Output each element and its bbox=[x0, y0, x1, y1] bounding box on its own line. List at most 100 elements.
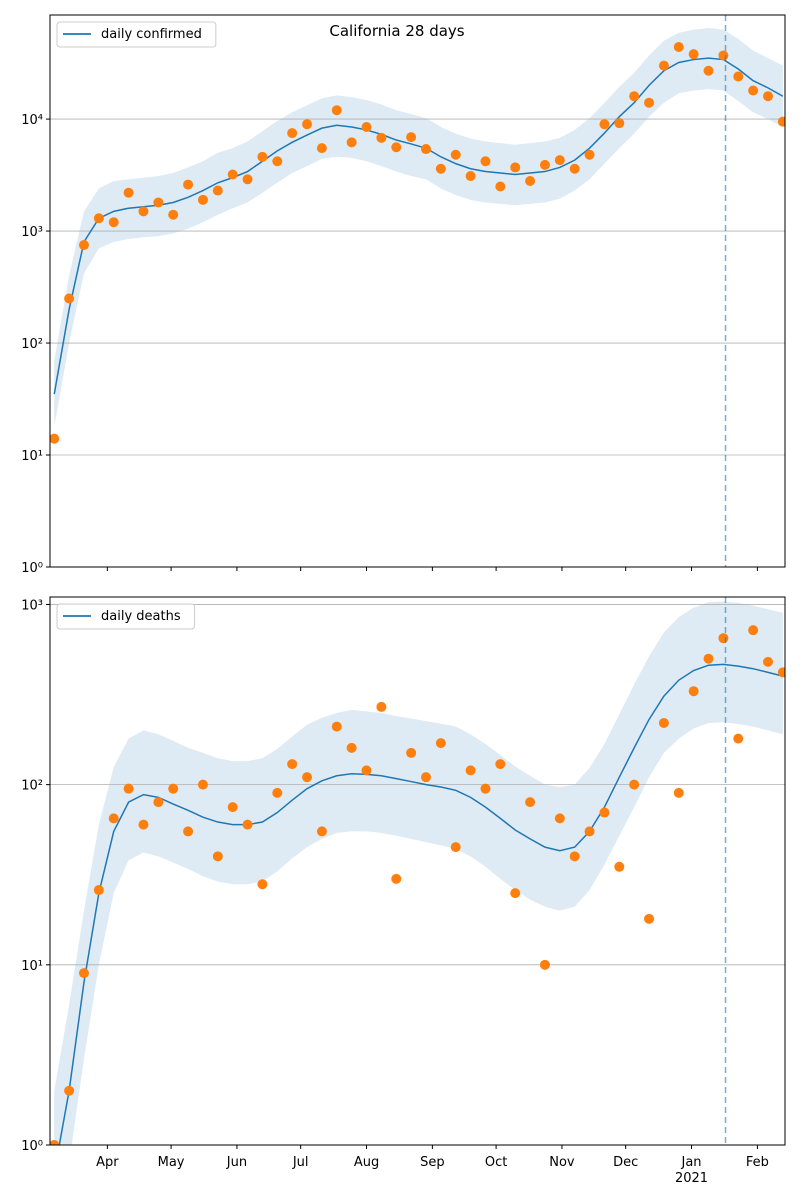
data-point bbox=[183, 826, 194, 837]
data-point bbox=[614, 861, 625, 872]
data-point bbox=[242, 819, 253, 830]
model-line bbox=[58, 663, 784, 1145]
data-point bbox=[197, 194, 208, 205]
data-point bbox=[361, 121, 372, 132]
data-point bbox=[242, 174, 253, 185]
data-point bbox=[153, 197, 164, 208]
chart-title: California 28 days bbox=[329, 22, 464, 40]
data-point bbox=[733, 71, 744, 82]
y-tick-label: 10² bbox=[21, 779, 43, 794]
data-point bbox=[703, 65, 714, 76]
data-point bbox=[644, 913, 655, 924]
y-tick-label: 10⁰ bbox=[21, 1139, 43, 1154]
x-tick-label: Jan bbox=[681, 1155, 702, 1170]
legend-box bbox=[56, 21, 217, 48]
data-point bbox=[733, 733, 744, 744]
data-point bbox=[93, 885, 104, 896]
axes-frame bbox=[49, 14, 786, 568]
x-tick-label: Sep bbox=[420, 1155, 445, 1170]
data-point bbox=[465, 171, 476, 182]
data-point bbox=[406, 747, 417, 758]
x-tick-label: Oct bbox=[485, 1155, 507, 1170]
data-point bbox=[257, 879, 268, 890]
data-point bbox=[599, 119, 610, 130]
data-point bbox=[539, 159, 550, 170]
data-point bbox=[495, 759, 506, 770]
data-point bbox=[331, 721, 342, 732]
data-point bbox=[748, 85, 759, 96]
data-point bbox=[50, 1140, 60, 1145]
data-point bbox=[50, 433, 60, 444]
x-tick-label: May bbox=[158, 1155, 185, 1170]
x-tick-label: Nov bbox=[549, 1155, 575, 1170]
data-point bbox=[584, 149, 595, 160]
data-point bbox=[465, 765, 476, 776]
data-point bbox=[718, 50, 729, 61]
data-point bbox=[78, 240, 89, 251]
data-point bbox=[168, 209, 179, 220]
model-line bbox=[53, 57, 784, 395]
data-point bbox=[763, 91, 774, 102]
data-point bbox=[718, 633, 729, 644]
x-year-label: 2021 bbox=[675, 1171, 708, 1186]
data-point bbox=[227, 802, 238, 813]
data-point bbox=[227, 169, 238, 180]
data-point bbox=[331, 105, 342, 116]
data-point bbox=[93, 213, 104, 224]
data-point bbox=[495, 181, 506, 192]
data-point bbox=[376, 132, 387, 143]
plot-area bbox=[50, 601, 785, 1145]
legend-label: daily confirmed bbox=[101, 27, 202, 42]
data-point bbox=[629, 779, 640, 790]
x-tick-label: Aug bbox=[354, 1155, 379, 1170]
data-point bbox=[420, 772, 431, 783]
data-point bbox=[272, 156, 283, 167]
axes-frame bbox=[49, 596, 786, 1146]
data-point bbox=[316, 826, 327, 837]
data-point bbox=[64, 293, 75, 304]
data-point bbox=[763, 656, 774, 667]
data-point bbox=[539, 959, 550, 970]
data-point bbox=[644, 97, 655, 108]
data-point bbox=[78, 968, 89, 979]
data-point bbox=[450, 149, 461, 160]
data-point bbox=[525, 797, 536, 808]
data-point bbox=[376, 701, 387, 712]
data-point bbox=[346, 137, 357, 148]
data-point bbox=[510, 888, 521, 899]
data-point bbox=[168, 783, 179, 794]
data-point bbox=[554, 155, 565, 166]
data-point bbox=[777, 116, 785, 127]
x-tick-label: Dec bbox=[613, 1155, 638, 1170]
y-tick-label: 10³ bbox=[21, 598, 43, 613]
y-tick-label: 10⁴ bbox=[21, 113, 43, 128]
legend-box bbox=[56, 603, 196, 630]
uncertainty-band bbox=[54, 28, 783, 427]
legend: daily confirmed bbox=[56, 21, 217, 48]
data-point bbox=[435, 163, 446, 174]
data-point bbox=[361, 765, 372, 776]
data-point bbox=[257, 151, 268, 162]
data-point bbox=[688, 49, 699, 60]
data-point bbox=[614, 118, 625, 129]
data-point bbox=[302, 772, 313, 783]
data-point bbox=[138, 206, 149, 217]
data-point bbox=[346, 742, 357, 753]
x-tick-label: Jun bbox=[226, 1155, 247, 1170]
data-point bbox=[599, 807, 610, 818]
data-point bbox=[406, 132, 417, 143]
data-point bbox=[435, 738, 446, 749]
x-tick-label: Feb bbox=[746, 1155, 769, 1170]
data-point bbox=[703, 653, 714, 664]
data-point bbox=[569, 163, 580, 174]
data-point bbox=[420, 144, 431, 155]
data-point bbox=[302, 119, 313, 130]
plot-area bbox=[50, 28, 785, 567]
data-point bbox=[123, 187, 134, 198]
data-point bbox=[658, 60, 669, 71]
data-point bbox=[138, 819, 149, 830]
data-point bbox=[287, 128, 298, 139]
data-point bbox=[569, 851, 580, 862]
data-point bbox=[272, 787, 283, 798]
data-point bbox=[450, 842, 461, 853]
